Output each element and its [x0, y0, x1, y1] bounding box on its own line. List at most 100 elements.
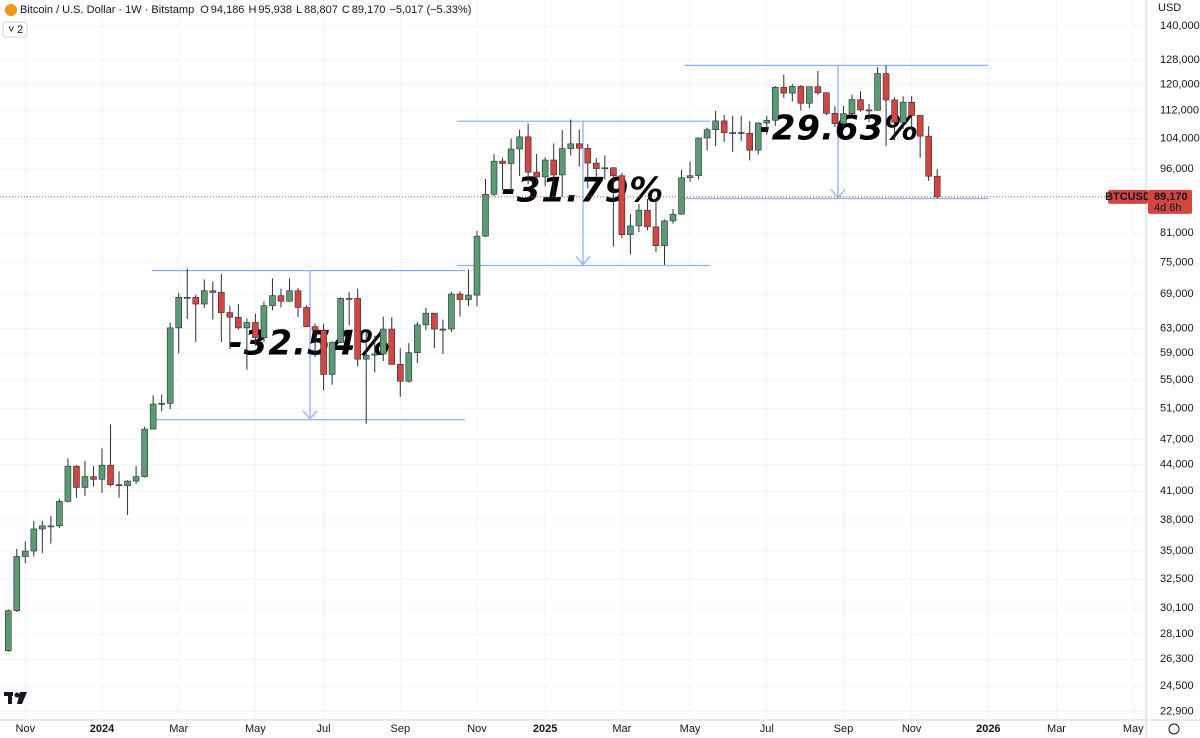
candle-body [823, 92, 830, 114]
y-tick-label: 69,000 [1160, 288, 1194, 300]
candle-body [439, 328, 447, 331]
candle-body [789, 86, 796, 94]
coin-icon [5, 4, 17, 16]
candle-body [64, 465, 72, 502]
candle-body [490, 160, 498, 195]
candle-body [627, 225, 634, 236]
candles [4, 65, 941, 653]
candle-body [422, 312, 430, 326]
x-tick-label: May [680, 723, 701, 735]
candle-body [456, 293, 464, 300]
ohlc-key: C [342, 4, 350, 16]
y-tick-label: 30,100 [1160, 602, 1194, 614]
candle-body [593, 162, 600, 169]
y-tick-label: 120,000 [1160, 78, 1200, 90]
candle-body [175, 297, 182, 329]
y-tick-label: 140,000 [1160, 20, 1200, 32]
candle-body [345, 298, 353, 300]
candle-body [362, 354, 370, 360]
candle-body [115, 484, 123, 487]
candle-body [269, 295, 276, 307]
candle-body [473, 235, 481, 296]
y-tick-label: 32,500 [1160, 573, 1194, 585]
candle-body [311, 326, 319, 331]
candle-body [610, 167, 617, 177]
candle-body [652, 226, 660, 246]
candle-body [814, 86, 822, 94]
candle-body [874, 73, 881, 111]
countdown: 4d 6h [1154, 202, 1182, 214]
candle-body [405, 352, 413, 382]
x-tick-label: Nov [16, 723, 36, 735]
candle-body [916, 115, 924, 137]
candle-body [465, 294, 472, 300]
candle-body [635, 209, 643, 227]
candle-body [286, 290, 293, 302]
candle-body [379, 328, 387, 355]
candle-body [771, 87, 779, 121]
candle-body [166, 327, 174, 404]
x-tick-label: Jul [317, 723, 331, 735]
candle-body [4, 610, 12, 651]
candle-body [73, 465, 80, 488]
ohlc-value: 95,938 [258, 4, 292, 16]
candle-body [575, 143, 583, 149]
candle-body [831, 113, 839, 124]
arrow-head [575, 256, 591, 266]
candle-body [669, 213, 677, 222]
candle-body [243, 322, 251, 329]
candle-body [192, 297, 200, 305]
candle-body [908, 101, 915, 116]
candle-body [226, 312, 234, 318]
candle-body [218, 292, 225, 313]
y-tick-label: 35,000 [1160, 545, 1194, 557]
candle-body [90, 476, 97, 480]
candle-body [252, 322, 259, 338]
settings-icon[interactable] [1168, 723, 1180, 735]
candle-body [414, 324, 421, 353]
candle-body [183, 297, 191, 299]
x-tick-label: 2024 [90, 723, 115, 735]
arrow-head [830, 189, 846, 199]
candle-body [448, 293, 455, 330]
candle-body [550, 159, 557, 176]
candle-body [678, 177, 685, 215]
candle-body [98, 464, 106, 480]
candle-body [30, 528, 38, 552]
candle-body [124, 480, 131, 486]
y-tick-label: 128,000 [1160, 54, 1200, 66]
candle-body [797, 86, 805, 104]
candle-body [141, 428, 148, 477]
candle-body [703, 129, 711, 139]
candle-body [558, 148, 566, 176]
candle-body [277, 295, 285, 302]
y-tick-label: 22,900 [1160, 706, 1194, 718]
candle-body [533, 171, 540, 178]
y-tick-label: 26,300 [1160, 653, 1194, 665]
y-tick-label: 59,000 [1160, 347, 1194, 359]
candle-body [840, 113, 847, 124]
candle-body [47, 525, 55, 528]
y-tick-label: 75,000 [1160, 256, 1194, 268]
currency: USD [1158, 2, 1181, 14]
candle-body [737, 132, 745, 134]
candle-body [499, 160, 506, 164]
candle-body [865, 109, 873, 112]
x-tick-label: Mar [612, 723, 631, 735]
y-tick-label: 41,000 [1160, 485, 1194, 497]
logo-part [8, 692, 12, 704]
y-tick-label: 38,000 [1160, 514, 1194, 526]
candle-body [644, 209, 651, 228]
ohlc-value: 88,807 [304, 4, 338, 16]
candle-body [371, 353, 379, 356]
candle-body [754, 122, 762, 151]
candle-body [158, 403, 165, 405]
indicator-toggle[interactable] [2, 21, 28, 38]
candle-body [584, 147, 592, 164]
y-tick-label: 51,000 [1160, 402, 1194, 414]
candle-body [780, 87, 788, 94]
candle-body [22, 550, 29, 557]
ohlc-key: H [248, 4, 256, 16]
candle-body [354, 298, 361, 360]
